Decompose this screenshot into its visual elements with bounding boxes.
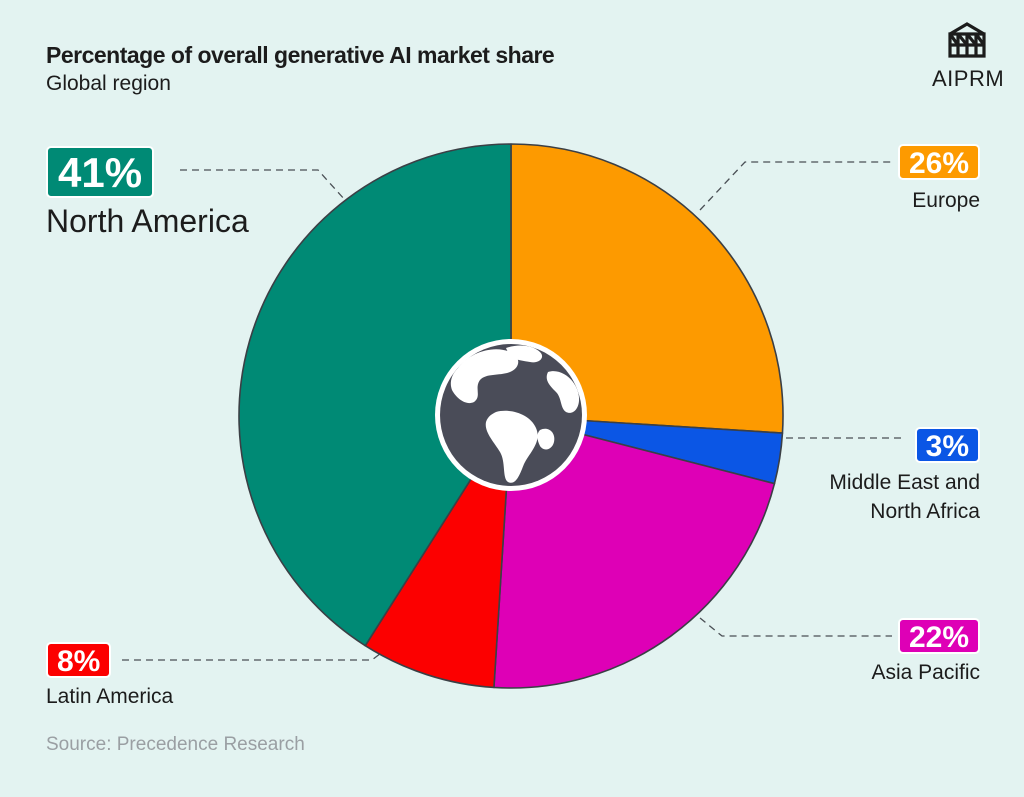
leader-line-latin-america: [122, 649, 386, 661]
badge-mena: 3%: [914, 427, 980, 463]
badge-north-america: 41%: [46, 146, 155, 198]
leader-lines: [122, 161, 906, 661]
leader-line-north-america: [180, 169, 346, 201]
aiprm-logo-icon: [948, 22, 986, 58]
pie-slices: [238, 143, 784, 689]
pie-slice-latin-america: [364, 415, 512, 689]
badge-latin-america: 8%: [46, 642, 112, 678]
label-north-america: North America: [46, 203, 249, 239]
leader-line-asia-pacific: [699, 617, 892, 637]
pie-slice-asia-pacific: [493, 415, 776, 689]
source-note: Source: Precedence Research: [46, 734, 305, 755]
pie-slice-north-america: [238, 143, 512, 647]
chart-subtitle: Global region: [46, 72, 171, 95]
chart-title: Percentage of overall generative AI mark…: [46, 42, 555, 68]
badge-europe: 26%: [897, 144, 980, 180]
label-europe: Europe: [912, 189, 980, 212]
globe-icon: [435, 339, 587, 491]
logo-text: AIPRM: [932, 66, 1005, 91]
label-asia-pacific: Asia Pacific: [871, 661, 980, 684]
pie-slice-europe: [510, 143, 784, 434]
badge-asia-pacific: 22%: [897, 618, 980, 654]
label-latin-america: Latin America: [46, 685, 174, 708]
leader-line-europe: [699, 161, 892, 211]
label-mena: Middle East and North Africa: [829, 471, 980, 523]
